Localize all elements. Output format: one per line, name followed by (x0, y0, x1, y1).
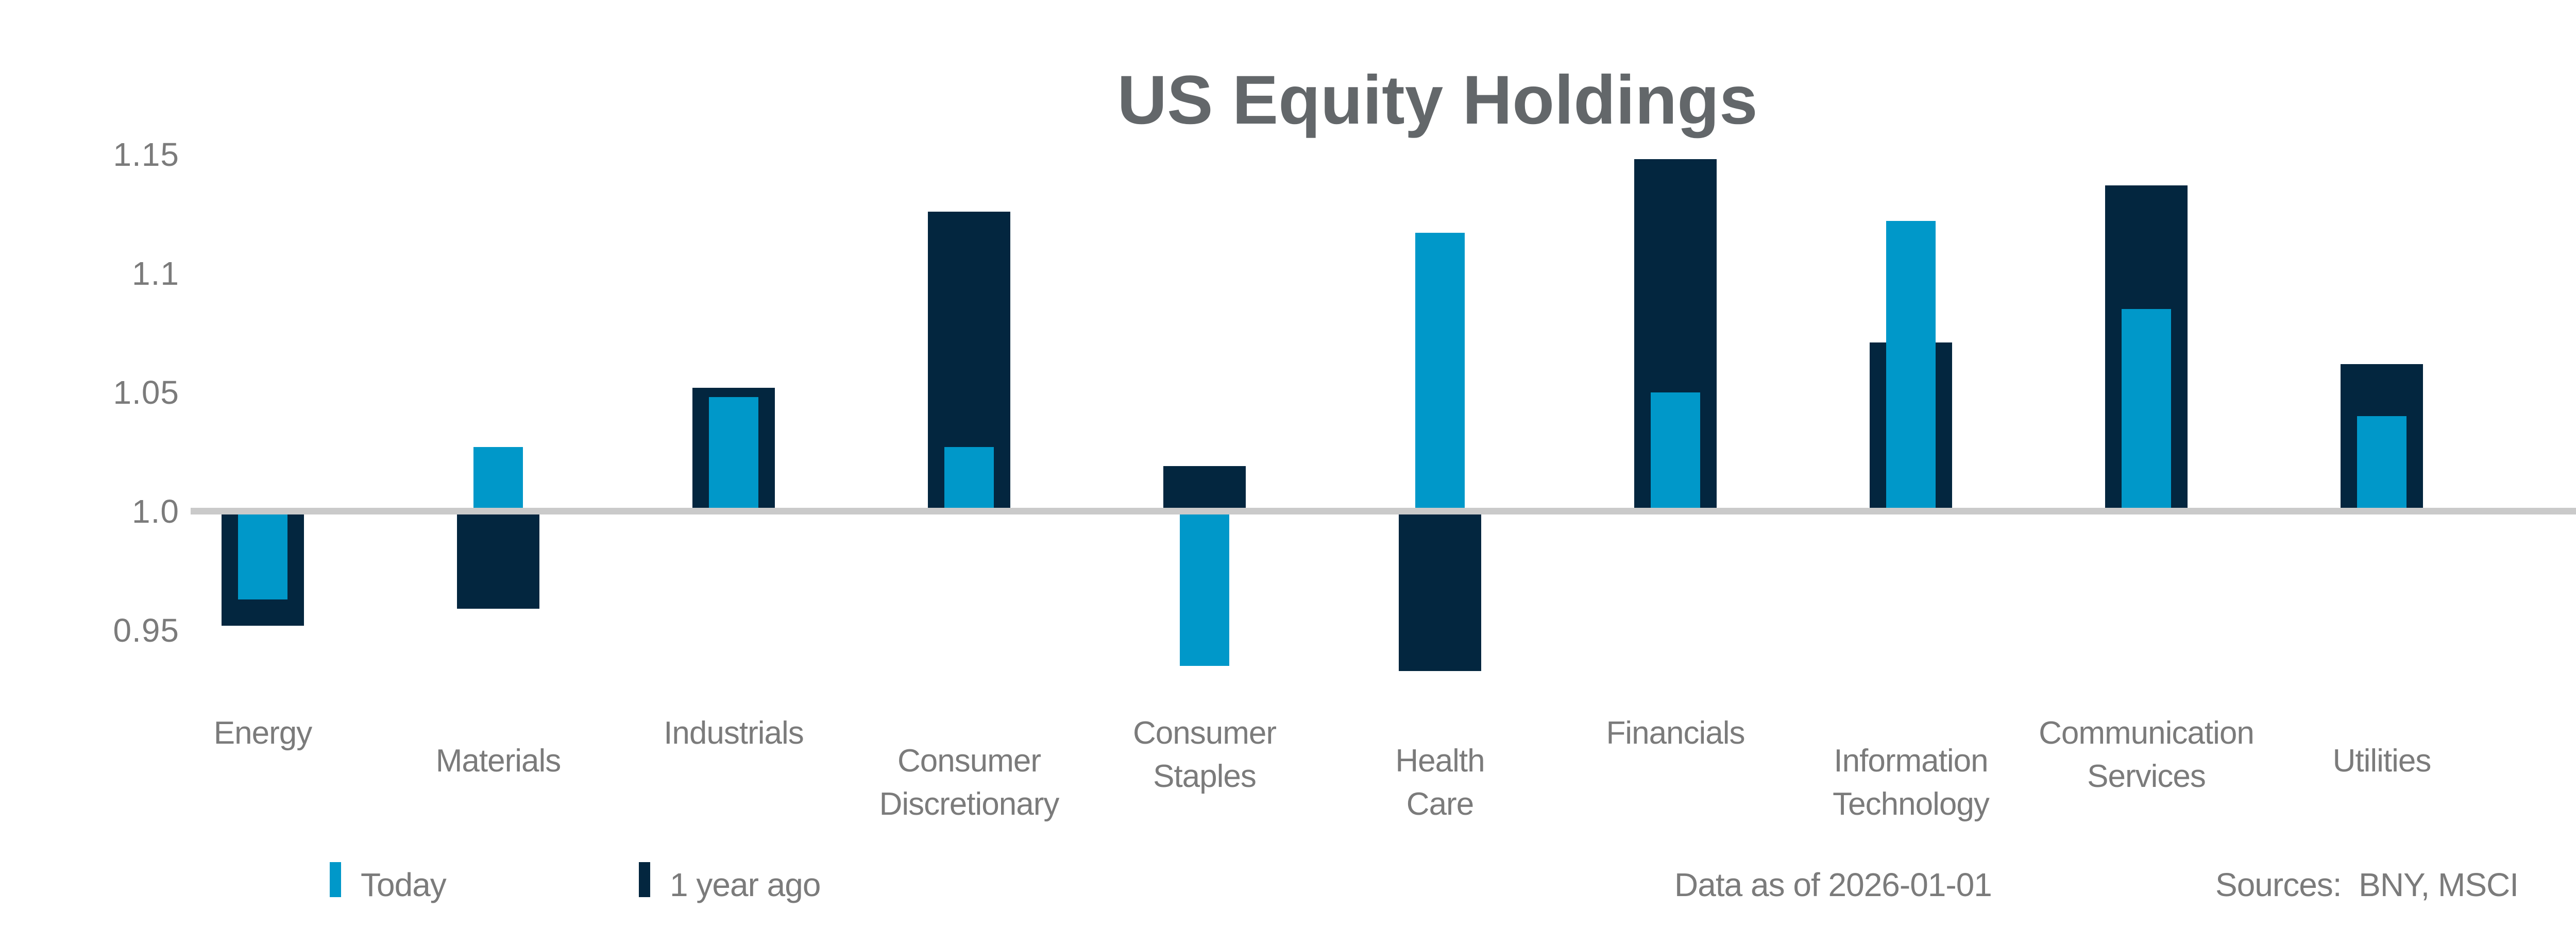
baseline-1.0 (191, 508, 2576, 514)
category-label-utilities: Utilities (2332, 743, 2432, 779)
legend-label-1-year-ago: 1 year ago (670, 866, 821, 903)
category-label-consumer-discretionary: Consumer Discretionary (879, 743, 1060, 822)
bar-light-utilities (2357, 416, 2406, 511)
y-tick-label: 1.15 (113, 136, 179, 173)
y-tick-label: 1.05 (113, 374, 179, 411)
category-label-materials: Materials (435, 743, 562, 779)
bar-light-consumer-staples (1180, 511, 1229, 666)
category-label-health-care: Health Care (1395, 743, 1485, 822)
bar-dark-materials (457, 511, 539, 609)
category-label-industrials: Industrials (664, 715, 804, 751)
category-label-real-estate: RealEstate (2452, 712, 2576, 798)
bar-light-consumer-discretionary (944, 447, 994, 511)
y-tick-label: 1.1 (132, 255, 179, 292)
bar-light-energy (238, 511, 287, 599)
category-label-communication-services: Communication Services (2039, 715, 2255, 794)
bar-dark-consumer-staples (1163, 466, 1246, 511)
category-label-consumer-staples: Consumer Staples (1133, 715, 1277, 794)
bar-light-health-care (1415, 233, 1465, 511)
bar-dark-health-care (1399, 511, 1481, 671)
bar-light-financials (1651, 392, 1700, 511)
bar-light-materials (473, 447, 523, 511)
chart-title: US Equity Holdings (1117, 62, 1758, 139)
y-tick-label: 0.95 (113, 612, 179, 649)
category-label-financials: Financials (1606, 715, 1745, 751)
data-as-of-text: Data as of 2026-01-01 (1674, 866, 1992, 903)
legend-swatch-today (330, 862, 341, 897)
category-label-energy: Energy (213, 715, 312, 751)
legend-label-today: Today (361, 866, 447, 903)
category-label-information-technology: Information Technology (1833, 743, 1990, 822)
y-tick-label: 1.0 (132, 493, 179, 530)
legend-swatch-1-year-ago (639, 862, 650, 897)
sources-text: Sources: BNY, MSCI (2215, 866, 2519, 903)
bar-light-information-technology (1886, 221, 1936, 511)
bar-light-communication-services (2122, 309, 2171, 511)
bar-light-industrials (709, 397, 758, 511)
